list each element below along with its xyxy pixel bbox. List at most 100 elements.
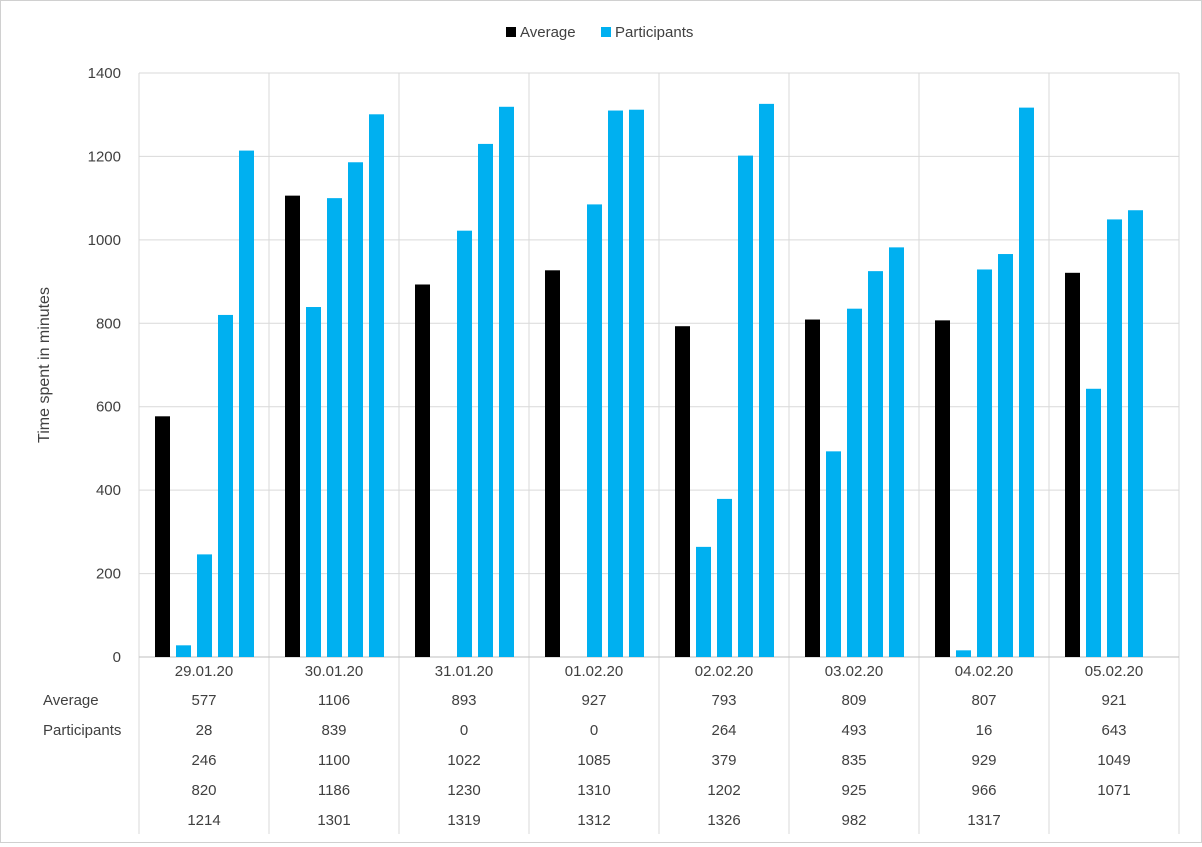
bar-participant [977,269,992,657]
bar-participant [956,650,971,657]
table-row-label-average: Average [43,692,99,709]
data-label-average: 927 [581,692,606,709]
data-label-participant: 1214 [187,812,220,829]
data-label-average: 807 [971,692,996,709]
data-label-average: 1106 [318,692,350,709]
y-tick-label: 400 [96,482,121,499]
data-label-participant: 966 [971,782,996,799]
data-label-participant: 1100 [318,752,350,769]
data-label-participant: 1301 [317,812,350,829]
legend-swatch-average [506,27,516,37]
bar-participant [868,271,883,657]
data-label-average: 893 [451,692,476,709]
data-label-participant: 1312 [577,812,610,829]
bar-average [545,270,560,657]
data-label-participant: 1085 [577,752,610,769]
data-label-participant: 835 [841,752,866,769]
data-label-participant: 925 [841,782,866,799]
x-tick-label: 05.02.20 [1085,663,1143,680]
bar-average [155,416,170,657]
bar-participant [1107,219,1122,657]
x-tick-label: 29.01.20 [175,663,233,680]
y-tick-label: 0 [113,649,121,666]
legend-label-participants: Participants [615,24,693,41]
bar-participant [218,314,233,657]
data-label-participant: 264 [711,722,736,739]
bar-participant [348,162,363,658]
bar-participant [608,110,623,658]
data-label-participant: 1071 [1097,782,1130,799]
bar-participant [306,307,321,657]
data-label-average: 809 [841,692,866,709]
bar-average [415,284,430,657]
data-label-participant: 929 [971,752,996,769]
bar-participant [1128,210,1143,658]
data-label-participant: 28 [196,722,213,739]
data-label-participant: 1049 [1097,752,1130,769]
bar-average [805,319,820,657]
data-label-participant: 493 [841,722,866,739]
legend-label-average: Average [520,24,576,41]
bar-average [285,195,300,657]
x-tick-label: 01.02.20 [565,663,623,680]
data-label-participant: 1022 [447,752,480,769]
bar-participant [998,254,1013,658]
legend-swatch-participants [601,27,611,37]
data-label-participant: 982 [841,812,866,829]
bar-participant [738,155,753,657]
data-label-participant: 1202 [707,782,740,799]
bar-average [675,326,690,657]
bar-participant [369,114,384,658]
x-tick-label: 04.02.20 [955,663,1013,680]
bar-participant [1019,107,1034,657]
x-tick-label: 30.01.20 [305,663,363,680]
bar-participant [717,498,732,657]
y-tick-label: 1400 [88,65,121,82]
data-label-participant: 839 [321,722,346,739]
bar-participant [826,451,841,657]
data-label-participant: 1310 [577,782,610,799]
table-row-label-participants: Participants [43,722,121,739]
data-label-participant: 379 [711,752,736,769]
x-tick-label: 31.01.20 [435,663,493,680]
y-tick-label: 1000 [88,232,121,249]
data-label-participant: 820 [191,782,216,799]
data-label-participant: 1230 [447,782,480,799]
y-tick-label: 600 [96,399,121,416]
bar-participant [587,204,602,657]
y-tick-label: 200 [96,566,121,583]
bar-participant [696,546,711,657]
bar-participant [239,150,254,658]
bar-participant [1086,388,1101,657]
x-tick-label: 02.02.20 [695,663,753,680]
bar-participant [889,247,904,657]
x-tick-label: 03.02.20 [825,663,883,680]
bar-participant [629,109,644,658]
data-label-average: 793 [711,692,736,709]
data-label-participant: 1317 [967,812,1000,829]
bar-average [1065,272,1080,657]
data-label-participant: 0 [460,722,468,739]
data-label-participant: 1319 [447,812,480,829]
data-label-participant: 643 [1101,722,1126,739]
data-label-participant: 0 [590,722,598,739]
bar-average [935,320,950,657]
bar-participant [457,230,472,657]
data-label-average: 921 [1101,692,1126,709]
data-label-participant: 16 [976,722,993,739]
data-label-participant: 1186 [318,782,350,799]
bar-participant [499,106,514,657]
data-label-participant: 1326 [707,812,740,829]
data-label-average: 577 [191,692,216,709]
data-label-participant: 246 [191,752,216,769]
bar-participant [176,645,191,657]
bar-participant [327,198,342,657]
bar-participant [197,554,212,657]
bar-participant [478,143,493,657]
bar-participant [759,103,774,657]
y-tick-label: 1200 [88,148,121,165]
y-tick-label: 800 [96,315,121,332]
bar-participant [847,308,862,657]
